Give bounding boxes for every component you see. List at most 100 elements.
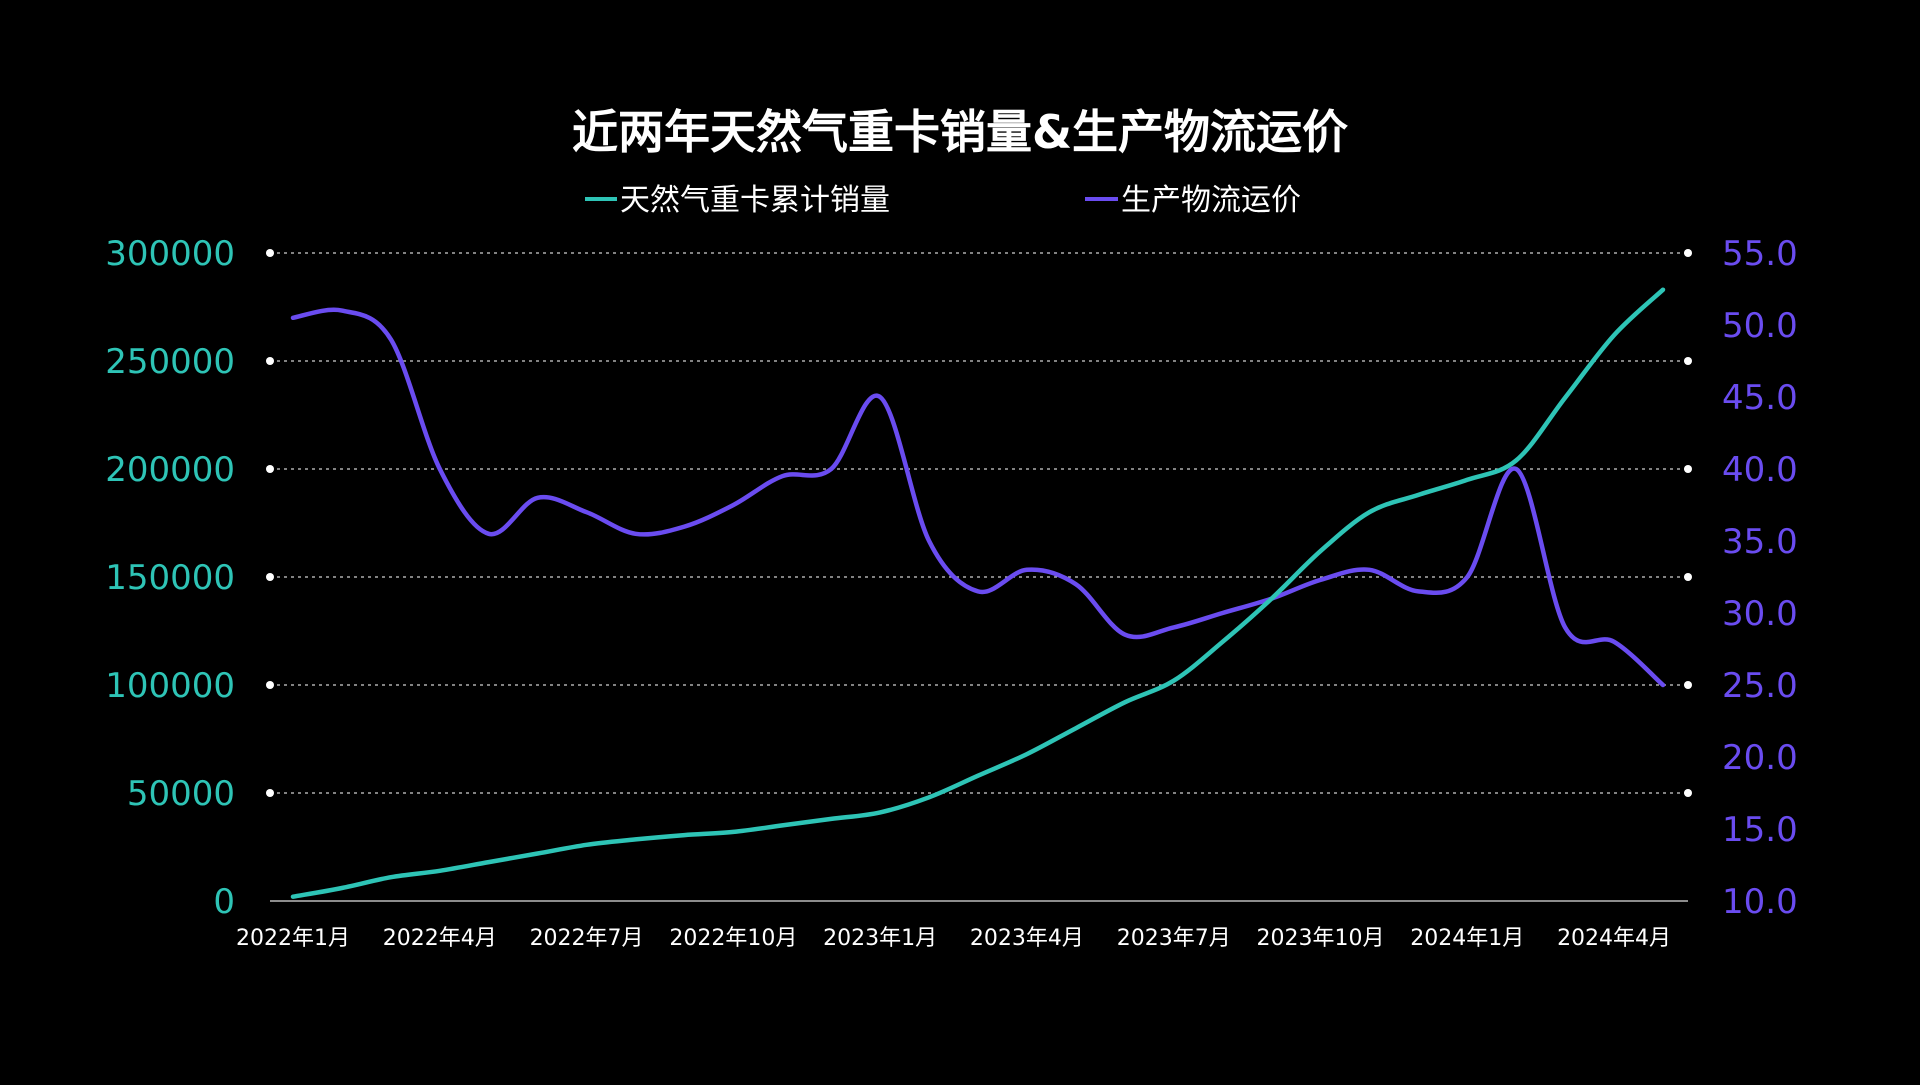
right-tick-label: 45.0 [1722, 378, 1798, 418]
data-point-freight[interactable] [926, 538, 932, 544]
series-line-freight[interactable] [290, 307, 1666, 688]
data-point-sales[interactable] [1464, 477, 1470, 483]
data-point-sales[interactable] [584, 842, 590, 848]
grid-dot-right [1684, 249, 1692, 257]
data-point-sales[interactable] [1415, 492, 1421, 498]
data-point-sales[interactable] [339, 885, 345, 891]
right-tick-label: 20.0 [1722, 738, 1798, 778]
right-tick-label: 35.0 [1722, 522, 1798, 562]
data-point-sales[interactable] [1073, 725, 1079, 731]
right-tick-label: 40.0 [1722, 450, 1798, 490]
data-point-sales[interactable] [828, 816, 834, 822]
data-point-sales[interactable] [1660, 287, 1666, 293]
x-tick-label: 2022年1月 [236, 926, 350, 951]
data-point-freight[interactable] [681, 524, 687, 530]
data-point-freight[interactable] [1611, 639, 1617, 645]
data-point-sales[interactable] [1220, 639, 1226, 645]
data-point-sales[interactable] [1318, 548, 1324, 554]
data-point-sales[interactable] [633, 836, 639, 842]
right-tick-label: 55.0 [1722, 234, 1798, 274]
data-point-sales[interactable] [730, 829, 736, 835]
grid-lines [266, 249, 1692, 902]
data-point-sales[interactable] [535, 851, 541, 857]
legend-item-sales[interactable]: 天然气重卡累计销量 [585, 183, 890, 218]
data-point-sales[interactable] [1269, 596, 1275, 602]
data-point-freight[interactable] [1171, 624, 1177, 630]
data-point-freight[interactable] [1220, 610, 1226, 616]
data-point-sales[interactable] [779, 822, 785, 828]
data-point-freight[interactable] [1073, 581, 1079, 587]
data-point-freight[interactable] [584, 509, 590, 515]
data-point-freight[interactable] [779, 473, 785, 479]
data-point-freight[interactable] [486, 531, 492, 537]
data-point-freight[interactable] [1024, 567, 1030, 573]
right-tick-label: 10.0 [1722, 882, 1798, 922]
data-point-freight[interactable] [1513, 466, 1519, 472]
grid-dot-right [1684, 789, 1692, 797]
data-point-sales[interactable] [1611, 332, 1617, 338]
data-point-sales[interactable] [1562, 395, 1568, 401]
x-axis: 2022年1月 2022年4月 2022年7月 2022年10月 2023年1月 2023… [236, 926, 1671, 951]
left-tick-label: 200000 [105, 450, 235, 490]
legend-label-freight: 生产物流运价 [1121, 183, 1301, 218]
x-tick-label: 2023年1月 [823, 926, 937, 951]
data-point-freight[interactable] [633, 531, 639, 537]
left-y-axis: 0 50000 100000 150000 200000 250000 300000 [105, 234, 235, 922]
right-tick-label: 50.0 [1722, 306, 1798, 346]
data-point-sales[interactable] [975, 773, 981, 779]
data-point-sales[interactable] [1513, 457, 1519, 463]
data-point-sales[interactable] [486, 859, 492, 865]
data-point-freight[interactable] [1464, 574, 1470, 580]
right-tick-label: 25.0 [1722, 666, 1798, 706]
data-point-freight[interactable] [1318, 577, 1324, 583]
data-point-sales[interactable] [1366, 509, 1372, 515]
data-point-freight[interactable] [388, 336, 394, 342]
x-tick-label: 2023年10月 [1257, 926, 1385, 951]
data-point-freight[interactable] [339, 308, 345, 314]
data-point-freight[interactable] [1562, 624, 1568, 630]
grid-dot-right [1684, 681, 1692, 689]
data-point-freight[interactable] [975, 588, 981, 594]
data-point-freight[interactable] [1660, 682, 1666, 688]
left-tick-label: 100000 [105, 666, 235, 706]
data-point-freight[interactable] [877, 394, 883, 400]
data-point-sales[interactable] [437, 868, 443, 874]
grid-dot-left [266, 465, 274, 473]
left-tick-label: 250000 [105, 342, 235, 382]
data-point-freight[interactable] [1122, 632, 1128, 638]
grid-dot-left [266, 573, 274, 581]
legend-item-freight[interactable]: 生产物流运价 [1085, 183, 1301, 218]
data-point-sales[interactable] [877, 809, 883, 815]
grid-dot-right [1684, 465, 1692, 473]
grid-dot-left [266, 789, 274, 797]
right-tick-label: 15.0 [1722, 810, 1798, 850]
left-tick-label: 300000 [105, 234, 235, 274]
x-tick-label: 2023年4月 [970, 926, 1084, 951]
right-tick-label: 30.0 [1722, 594, 1798, 634]
data-point-freight[interactable] [535, 495, 541, 501]
data-point-freight[interactable] [1415, 588, 1421, 594]
data-point-freight[interactable] [1366, 567, 1372, 573]
data-point-freight[interactable] [437, 466, 443, 472]
data-point-sales[interactable] [1122, 699, 1128, 705]
left-tick-label: 0 [213, 882, 235, 922]
grid-dot-left [266, 681, 274, 689]
grid-dot-left [266, 357, 274, 365]
grid-dot-right [1684, 357, 1692, 365]
left-tick-label: 50000 [127, 774, 235, 814]
data-point-freight[interactable] [290, 315, 296, 321]
data-point-sales[interactable] [1171, 678, 1177, 684]
data-point-sales[interactable] [290, 894, 296, 900]
data-point-sales[interactable] [388, 874, 394, 880]
data-point-freight[interactable] [730, 502, 736, 508]
grid-dot-left [266, 249, 274, 257]
series-line-sales[interactable] [290, 287, 1666, 899]
data-point-sales[interactable] [1024, 751, 1030, 757]
x-tick-label: 2022年10月 [669, 926, 797, 951]
legend-label-sales: 天然气重卡累计销量 [620, 183, 890, 218]
data-point-sales[interactable] [681, 832, 687, 838]
data-point-sales[interactable] [926, 794, 932, 800]
data-point-freight[interactable] [828, 466, 834, 472]
